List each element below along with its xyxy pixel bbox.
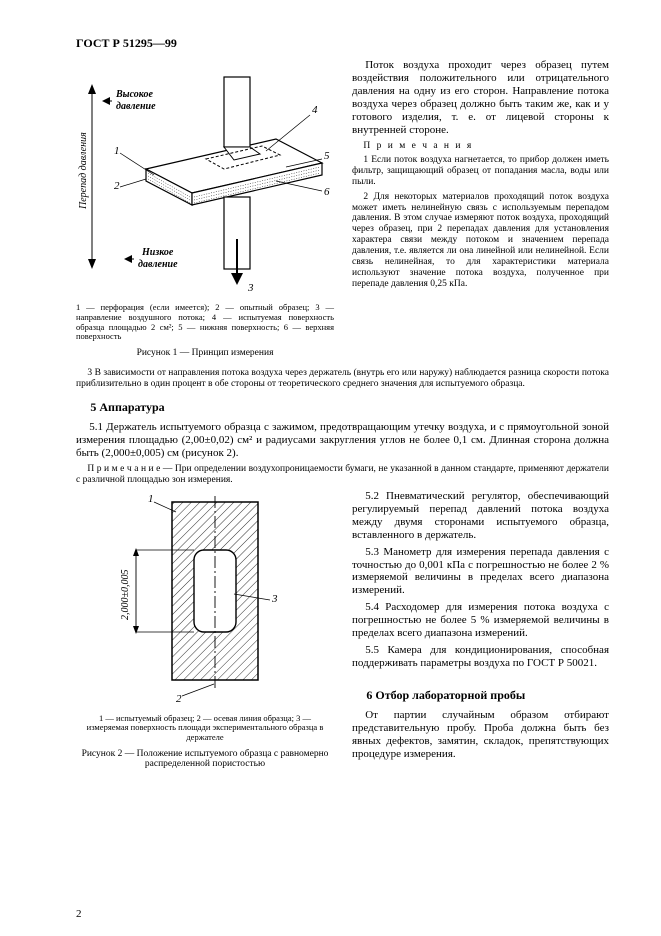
- svg-text:3: 3: [271, 593, 278, 605]
- svg-text:3: 3: [247, 282, 254, 294]
- sec6-p1: От партии случайным образом отбирают пре…: [352, 709, 609, 761]
- standard-header: ГОСТ Р 51295—99: [76, 36, 609, 51]
- sec5-p5: 5.5 Камера для кондиционирования, способ…: [352, 644, 609, 670]
- figure-2-legend: 1 — испытуемый образец; 2 — осевая линия…: [76, 714, 334, 743]
- figure-1-block: Перепад давления Высокое давление Низкое…: [76, 59, 334, 362]
- figure-1-legend: 1 — перфорация (если имеется); 2 — опытн…: [76, 303, 334, 342]
- svg-text:Высокое: Высокое: [115, 89, 153, 100]
- page-number: 2: [76, 908, 82, 920]
- sec5-note: П р и м е ч а н и е — При определении во…: [76, 464, 609, 486]
- svg-text:давление: давление: [138, 259, 178, 270]
- figure-2-svg: 2,000±0,005 1 3 2: [76, 490, 334, 710]
- note-1: 1 Если поток воздуха нагнетается, то при…: [352, 155, 609, 188]
- figure-1-svg: Перепад давления Высокое давление Низкое…: [76, 59, 334, 299]
- svg-text:5: 5: [324, 150, 330, 162]
- sec5-p1: 5.1 Держатель испытуемого образца с зажи…: [76, 421, 609, 460]
- paragraph: Поток воздуха проходит через образец пут…: [352, 59, 609, 137]
- svg-text:2: 2: [114, 180, 120, 192]
- sec5-p2: 5.2 Пневматический регулятор, обеспечива…: [352, 490, 609, 542]
- svg-text:Низкое: Низкое: [141, 247, 174, 258]
- sec5-p4: 5.4 Расходомер для измерения потока возд…: [352, 601, 609, 640]
- svg-text:4: 4: [312, 104, 318, 116]
- svg-text:2,000±0,005: 2,000±0,005: [120, 569, 131, 620]
- section-6-title: 6 Отбор лабораторной пробы: [352, 688, 609, 703]
- svg-text:1: 1: [148, 493, 154, 505]
- svg-text:Перепад давления: Перепад давления: [78, 132, 89, 210]
- figure-1-title: Рисунок 1 — Принцип измерения: [76, 348, 334, 358]
- figure-2-block: 2,000±0,005 1 3 2 1 — испытуемый образец…: [76, 490, 334, 773]
- svg-text:1: 1: [114, 145, 120, 157]
- figure-2-title: Рисунок 2 — Положение испытуемого образц…: [76, 749, 334, 769]
- svg-text:2: 2: [176, 693, 182, 705]
- note-3: 3 В зависимости от направления потока во…: [76, 368, 609, 390]
- sec5-p3: 5.3 Манометр для измерения перепада давл…: [352, 546, 609, 598]
- svg-text:давление: давление: [116, 101, 156, 112]
- note-2: 2 Для некоторых материалов проходящий по…: [352, 192, 609, 290]
- notes-label: П р и м е ч а н и я: [352, 141, 609, 151]
- section-5-title: 5 Аппаратура: [76, 400, 609, 415]
- svg-text:6: 6: [324, 186, 330, 198]
